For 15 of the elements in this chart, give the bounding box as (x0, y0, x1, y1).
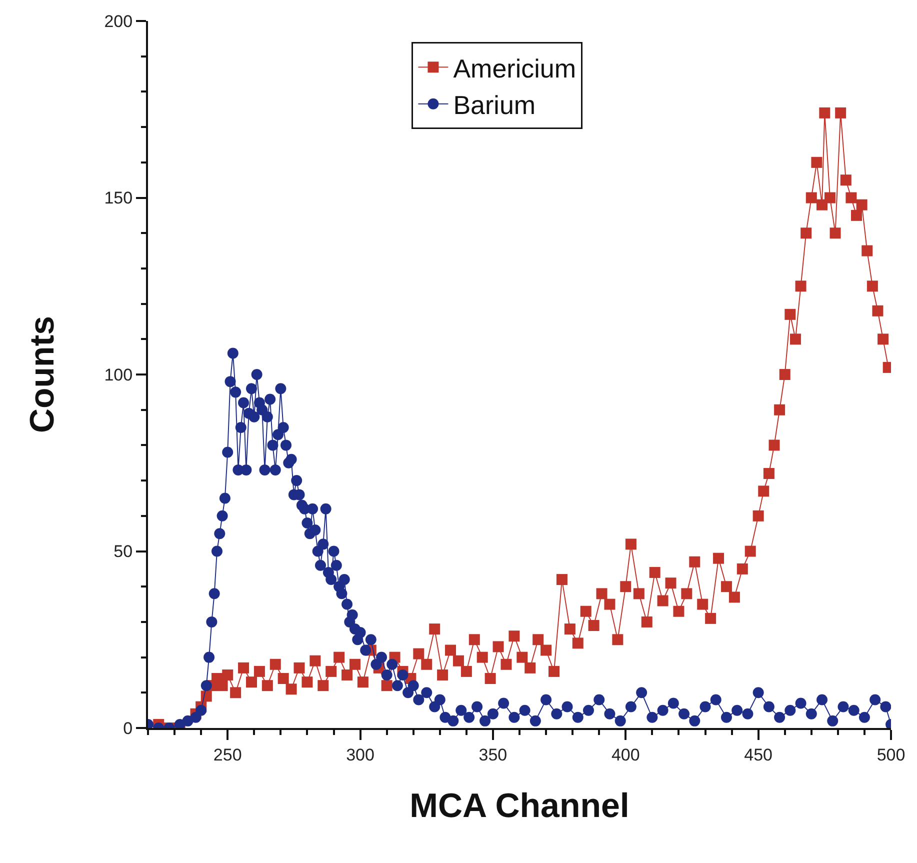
x-tick-label: 400 (611, 745, 640, 764)
x-axis-title: MCA Channel (410, 787, 630, 826)
x-tick-label: 250 (213, 745, 242, 764)
y-tick-label: 0 (123, 718, 133, 738)
y-axis-title: Counts (23, 316, 62, 434)
x-tick-label: 500 (876, 745, 906, 764)
y-tick-label: 50 (114, 542, 133, 562)
y-tick-label: 200 (104, 12, 133, 31)
x-tick-label: 450 (744, 745, 773, 764)
y-tick-label: 100 (104, 365, 133, 384)
legend-label: Barium (453, 90, 536, 120)
legend-label: Americium (453, 53, 576, 84)
x-tick-label: 300 (346, 745, 374, 764)
x-tick-label: 350 (478, 745, 508, 764)
y-tick-label: 150 (104, 188, 133, 208)
